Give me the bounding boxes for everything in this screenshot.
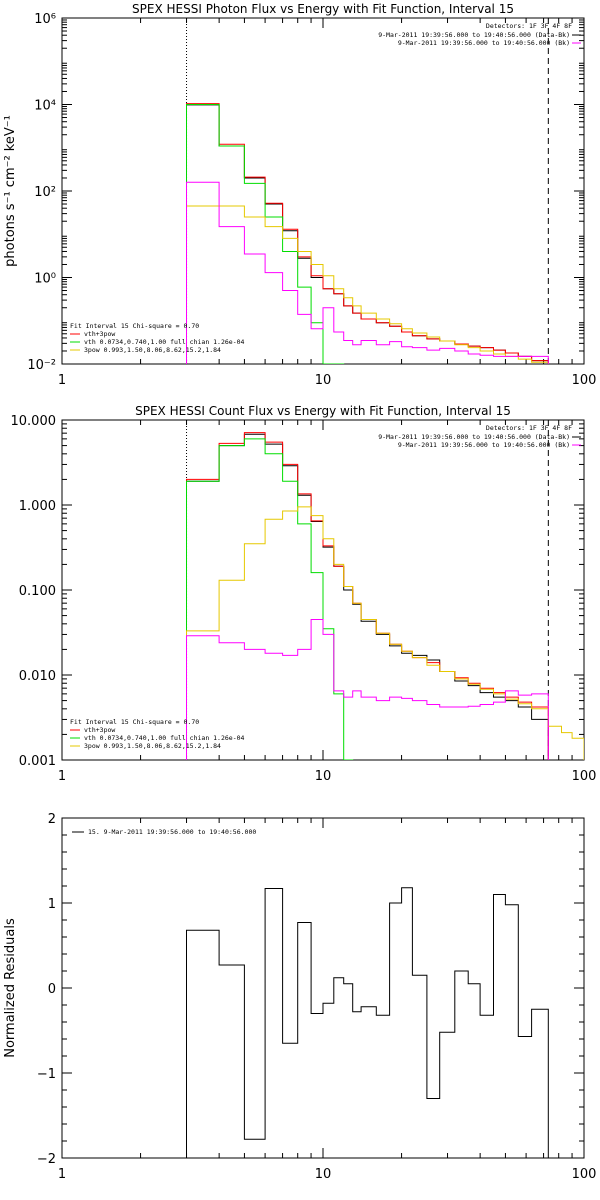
- count-x-tick-label: 100: [572, 769, 597, 784]
- count-y-tick-label: 0.001: [19, 754, 56, 769]
- count-series-2: [186, 438, 354, 760]
- photon-y-tick-label: 10⁻²: [27, 358, 56, 373]
- residuals-x-tick-label: 10: [315, 1167, 332, 1182]
- photon-legend-title: Detectors: 1F 3F 4F 8F: [486, 22, 572, 30]
- residuals-y-tick-label: −1: [37, 1067, 56, 1082]
- count-series-0: [186, 433, 549, 760]
- photon-legend-entry: 9-Mar-2011 19:39:56.000 to 19:40:56.000 …: [398, 39, 570, 47]
- count-series-4: [186, 619, 549, 760]
- count-fit-legend-title: Fit Interval 15 Chi-square = 0.70: [70, 718, 199, 726]
- photon-x-tick-label: 1: [58, 373, 66, 388]
- count-legend-entry: 9-Mar-2011 19:39:56.000 to 19:40:56.000 …: [398, 441, 570, 449]
- photon-y-tick-label: 10⁴: [34, 99, 56, 114]
- photon-chart: [61, 17, 585, 365]
- photon-title: SPEX HESSI Photon Flux vs Energy with Fi…: [132, 2, 514, 16]
- photon-y-tick-label: 10²: [34, 185, 56, 200]
- photon-legend-entry: 9-Mar-2011 19:39:56.000 to 19:40:56.000 …: [378, 31, 570, 39]
- photon-fit-legend-entry: 3pow 0.993,1.50,8.06,8.62,15.2,1.84: [84, 346, 221, 354]
- count-x-tick-label: 1: [58, 769, 66, 784]
- count-x-tick-label: 10: [315, 769, 332, 784]
- residuals-x-tick-label: 1: [58, 1167, 66, 1182]
- photon-y-tick-label: 10⁰: [34, 272, 56, 287]
- count-y-tick-label: 0.010: [19, 669, 56, 684]
- photon-fit-legend-title: Fit Interval 15 Chi-square = 0.70: [70, 322, 199, 330]
- photon-series-4: [186, 181, 549, 364]
- count-series-group: [186, 432, 584, 760]
- count-series-1: [186, 432, 549, 760]
- photon-x-tick-label: 100: [572, 373, 597, 388]
- residuals-y-tick-label: 0: [48, 982, 56, 997]
- residuals-y-axis-label: Normalized Residuals: [3, 918, 18, 1058]
- photon-y-axis-label: photons s⁻¹ cm⁻² keV⁻¹: [3, 115, 18, 267]
- count-title: SPEX HESSI Count Flux vs Energy with Fit…: [135, 404, 511, 418]
- photon-y-tick-label: 10⁶: [34, 12, 56, 27]
- residuals-legend-entry: 15. 9-Mar-2011 19:39:56.000 to 19:40:56.…: [88, 828, 256, 836]
- count-series-3: [186, 506, 584, 760]
- count-y-tick-label: 10.000: [11, 414, 57, 429]
- count-chart: [61, 419, 585, 761]
- residuals-axes-frame: [61, 817, 585, 1159]
- photon-series-1: [186, 103, 549, 364]
- photon-series-group: [186, 103, 549, 364]
- photon-x-tick-label: 10: [315, 373, 332, 388]
- count-fit-legend-entry: 3pow 0.993,1.50,8.06,8.62,15.2,1.84: [84, 742, 221, 750]
- photon-fit-legend-entry: vth 0.0734,0.740,1.00 full chian 1.26e-0…: [84, 338, 245, 346]
- residuals-y-tick-label: 2: [48, 812, 56, 827]
- count-fit-legend-entry: vth 0.0734,0.740,1.00 full chian 1.26e-0…: [84, 734, 245, 742]
- residuals-chart: [61, 817, 585, 1159]
- count-y-tick-label: 0.100: [19, 584, 56, 599]
- residuals-x-tick-label: 100: [572, 1167, 597, 1182]
- count-legend-entry: 9-Mar-2011 19:39:56.000 to 19:40:56.000 …: [378, 433, 570, 441]
- count-legend-title: Detectors: 1F 3F 4F 8F: [486, 424, 572, 432]
- photon-series-0: [186, 104, 549, 364]
- count-fit-legend-entry: vth+3pow: [84, 726, 115, 734]
- residuals-series-0: [186, 887, 549, 1158]
- residuals-y-tick-label: −2: [37, 1152, 56, 1167]
- count-y-tick-label: 1.000: [19, 499, 56, 514]
- photon-fit-legend-entry: vth+3pow: [84, 330, 115, 338]
- residuals-series-group: [186, 887, 549, 1158]
- residuals-y-tick-label: 1: [48, 897, 56, 912]
